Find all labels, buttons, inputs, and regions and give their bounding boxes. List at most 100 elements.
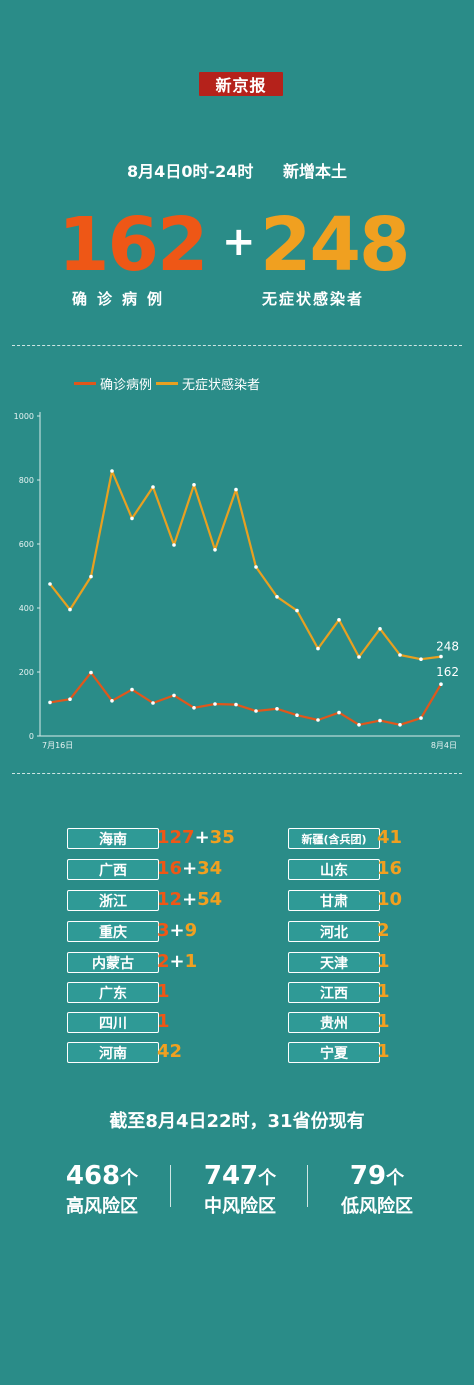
data-point bbox=[130, 687, 134, 692]
risk-unit: 个 bbox=[120, 1168, 139, 1189]
data-point bbox=[337, 710, 341, 715]
value-asymptomatic: 35 bbox=[209, 827, 235, 848]
province-value: 3+9 bbox=[157, 920, 197, 942]
data-label-end: 248 bbox=[436, 640, 459, 654]
province-value: 42 bbox=[157, 1041, 182, 1063]
series-line-asymptomatic bbox=[49, 469, 442, 661]
province-label: 内蒙古 bbox=[67, 952, 159, 973]
data-point bbox=[378, 627, 382, 631]
data-point bbox=[213, 548, 217, 552]
plus-sign: + bbox=[222, 219, 256, 265]
y-tick-label: 200 bbox=[19, 668, 34, 677]
data-point bbox=[398, 723, 402, 727]
y-tick-label: 600 bbox=[19, 540, 34, 549]
province-value: 16 bbox=[377, 858, 403, 879]
total-asymptomatic: 248 bbox=[260, 202, 410, 288]
value-plus: + bbox=[169, 920, 185, 941]
risk-divider-1 bbox=[170, 1165, 171, 1207]
summary-text: 截至8月4日22时，31省份现有 bbox=[109, 1111, 365, 1132]
y-tick-label: 1000 bbox=[14, 412, 34, 421]
province-value: 1 bbox=[377, 951, 390, 972]
risk-stat: 79个 低风险区 bbox=[307, 1160, 447, 1219]
data-point bbox=[254, 709, 258, 713]
y-tick-label: 400 bbox=[19, 604, 34, 613]
x-tick-label-last: 8月4日 bbox=[431, 741, 457, 750]
province-label: 河北 bbox=[288, 921, 380, 942]
series-line-confirmed bbox=[49, 671, 442, 726]
divider-bottom bbox=[12, 773, 462, 774]
data-point bbox=[419, 716, 423, 720]
asymptomatic-label: 无症状感染者 bbox=[262, 290, 365, 308]
data-point bbox=[234, 702, 238, 707]
province-label: 海南 bbox=[67, 828, 159, 849]
province-value: 1 bbox=[377, 981, 390, 1002]
value-asymptomatic: 34 bbox=[197, 858, 223, 879]
risk-unit: 个 bbox=[258, 1168, 277, 1189]
data-point bbox=[295, 713, 299, 717]
data-point bbox=[357, 655, 361, 659]
data-point bbox=[130, 516, 134, 521]
data-point bbox=[275, 707, 279, 711]
province-label: 新疆(含兵团) bbox=[288, 828, 380, 849]
province-value: 2 bbox=[377, 920, 390, 941]
data-point bbox=[439, 654, 443, 659]
province-label: 浙江 bbox=[67, 890, 159, 911]
province-label: 河南 bbox=[67, 1042, 159, 1063]
data-point bbox=[172, 543, 176, 547]
province-label: 四川 bbox=[67, 1012, 159, 1033]
risk-label: 低风险区 bbox=[341, 1196, 413, 1217]
province-value: 127+35 bbox=[157, 827, 235, 849]
data-point bbox=[337, 618, 341, 622]
province-label: 宁夏 bbox=[288, 1042, 380, 1063]
data-point bbox=[192, 706, 196, 710]
data-point bbox=[192, 483, 196, 487]
province-value: 1 bbox=[157, 981, 170, 1003]
risk-count: 747个 bbox=[203, 1161, 277, 1191]
line-chart: 0 200 400 600 800 1000 7月16日 8月4日 162 248 bbox=[14, 412, 460, 750]
risk-label: 高风险区 bbox=[66, 1196, 138, 1217]
legend-label-asymptomatic: 无症状感染者 bbox=[182, 378, 261, 393]
value-asymptomatic: 9 bbox=[184, 920, 198, 941]
data-point bbox=[151, 485, 155, 489]
data-point bbox=[68, 697, 72, 701]
data-point bbox=[275, 595, 279, 599]
data-point bbox=[316, 646, 320, 651]
y-tick-label: 0 bbox=[29, 732, 34, 741]
risk-unit: 个 bbox=[386, 1168, 405, 1189]
value-confirmed: 12 bbox=[157, 889, 183, 910]
data-point bbox=[110, 469, 114, 473]
divider-top bbox=[12, 345, 462, 346]
y-tick-label: 800 bbox=[19, 476, 34, 485]
province-label: 重庆 bbox=[67, 921, 159, 942]
province-label: 贵州 bbox=[288, 1012, 380, 1033]
province-value: 1 bbox=[157, 1011, 170, 1033]
province-value: 10 bbox=[377, 889, 403, 910]
value-confirmed: 127 bbox=[157, 827, 195, 848]
data-point bbox=[254, 565, 258, 569]
dateline: 8月4日0时-24时 新增本土 bbox=[0, 158, 474, 182]
value-confirmed: 1 bbox=[157, 1011, 170, 1032]
data-point bbox=[378, 718, 382, 723]
legend-item-confirmed: 确诊病例 bbox=[74, 374, 152, 393]
legend-item-asymptomatic: 无症状感染者 bbox=[156, 374, 260, 393]
subtitle: 新增本土 bbox=[282, 162, 347, 181]
data-point bbox=[398, 653, 402, 657]
province-value: 12+54 bbox=[157, 889, 222, 911]
data-point bbox=[419, 657, 423, 661]
legend-swatch-asymptomatic bbox=[156, 382, 179, 385]
data-point bbox=[316, 718, 320, 722]
province-label: 广西 bbox=[67, 859, 159, 880]
data-point bbox=[68, 607, 72, 612]
data-point bbox=[48, 582, 52, 586]
value-asymptomatic: 1 bbox=[184, 951, 198, 972]
data-point bbox=[110, 699, 114, 703]
province-value: 2+1 bbox=[157, 951, 197, 973]
risk-count: 468个 bbox=[65, 1161, 139, 1191]
province-value: 1 bbox=[377, 1041, 390, 1062]
province-label: 天津 bbox=[288, 952, 380, 973]
data-point bbox=[89, 670, 93, 675]
risk-divider-2 bbox=[307, 1165, 308, 1207]
province-label: 山东 bbox=[288, 859, 380, 880]
legend-swatch-confirmed bbox=[74, 382, 96, 385]
data-point bbox=[89, 574, 93, 579]
